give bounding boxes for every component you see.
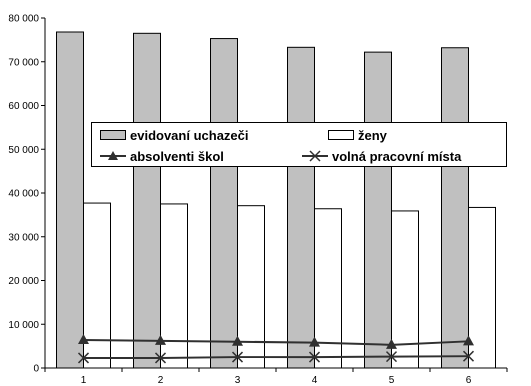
- x-tick-label: 4: [312, 375, 318, 386]
- legend-item-evidovani-uchazeci: evidovaní uchazeči: [100, 125, 249, 145]
- legend-item-absolventi-skol: absolventi škol: [100, 146, 224, 166]
- line-volna-pracovni-mista: [83, 355, 469, 359]
- x-tick-label: 1: [81, 375, 87, 386]
- triangle-marker: [155, 334, 166, 345]
- triangle-marker-icon: [100, 151, 126, 160]
- bar-evidovani-uchazeci: [287, 46, 315, 369]
- triangle-marker: [232, 335, 243, 346]
- bar-evidovani-uchazeci: [364, 51, 392, 369]
- x-marker: [231, 351, 244, 363]
- legend-swatch-white-bar: [328, 130, 354, 140]
- y-tick-label: 30 000: [8, 232, 39, 243]
- legend-label: evidovaní uchazeči: [130, 127, 249, 143]
- x-marker: [77, 352, 90, 364]
- y-tick-label: 80 000: [8, 14, 39, 25]
- triangle-marker: [386, 338, 397, 349]
- y-tick-label: 50 000: [8, 145, 39, 156]
- triangle-marker: [78, 334, 89, 344]
- bar-evidovani-uchazeci: [56, 31, 84, 369]
- x-marker-icon: [302, 150, 328, 162]
- y-tick-label: 0: [33, 364, 39, 375]
- x-marker: [154, 352, 167, 364]
- y-tick-label: 60 000: [8, 101, 39, 112]
- y-tick-label: 70 000: [8, 57, 39, 68]
- legend-swatch-gray-bar: [100, 130, 126, 140]
- bar-zeny: [468, 206, 496, 369]
- legend-label: volná pracovní místa: [332, 148, 462, 164]
- x-tick-label: 2: [158, 375, 164, 386]
- y-tick-label: 40 000: [8, 189, 39, 200]
- x-marker: [385, 351, 398, 363]
- x-tick-label: 6: [466, 375, 472, 386]
- bar-zeny: [314, 208, 342, 369]
- legend-item-zeny: ženy: [328, 125, 387, 145]
- x-marker: [462, 350, 475, 362]
- y-tick-label: 10 000: [8, 320, 39, 331]
- triangle-marker: [463, 335, 474, 346]
- x-marker: [308, 351, 321, 363]
- legend-label: absolventi škol: [130, 148, 224, 164]
- bar-evidovani-uchazeci: [210, 38, 238, 369]
- x-tick-label: 5: [389, 375, 395, 386]
- line-absolventi-skol: [83, 339, 469, 346]
- x-tick-label: 3: [235, 375, 241, 386]
- plot-area: [45, 18, 507, 368]
- bar-evidovani-uchazeci: [441, 47, 469, 369]
- legend: evidovaní uchazeči ženy absolventi škol …: [91, 122, 507, 167]
- legend-item-volna-pracovni-mista: volná pracovní místa: [302, 146, 461, 166]
- y-tick-label: 20 000: [8, 276, 39, 287]
- triangle-marker: [309, 336, 320, 347]
- legend-label: ženy: [358, 127, 387, 143]
- bar-evidovani-uchazeci: [133, 32, 161, 369]
